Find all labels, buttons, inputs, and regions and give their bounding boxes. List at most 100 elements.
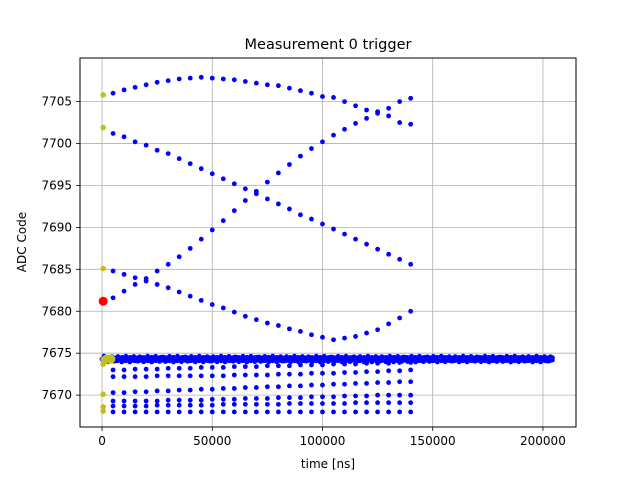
data-point (264, 401, 270, 407)
data-point (253, 80, 259, 86)
data-point (353, 121, 358, 126)
data-point (220, 305, 226, 311)
data-point (132, 389, 138, 395)
data-point (298, 395, 303, 401)
data-point (253, 188, 259, 194)
data-point (143, 82, 149, 88)
data-point (121, 288, 127, 294)
y-axis-label: ADC Code (15, 212, 29, 272)
data-point (231, 208, 237, 214)
data-point (408, 409, 414, 415)
data-point (176, 365, 182, 371)
data-point (154, 388, 160, 394)
data-point (320, 394, 325, 400)
data-point (220, 176, 226, 182)
data-point (364, 400, 369, 406)
data-point (176, 254, 182, 260)
data-point (132, 366, 138, 372)
data-point (176, 289, 182, 295)
data-point (276, 201, 281, 207)
data-point (353, 370, 358, 375)
data-point (375, 327, 380, 333)
data-point (187, 245, 193, 251)
data-point (154, 409, 160, 415)
data-point (231, 401, 237, 407)
data-point (375, 380, 380, 385)
data-point (154, 282, 160, 287)
data-point (364, 380, 369, 386)
data-point (331, 409, 336, 415)
data-point (253, 401, 259, 407)
data-point (342, 381, 347, 387)
data-point (110, 374, 116, 380)
data-point (386, 400, 392, 406)
data-point (309, 216, 314, 222)
data-point (242, 79, 248, 84)
data-point (309, 90, 314, 96)
data-point (309, 146, 314, 151)
data-point (331, 95, 336, 100)
early-point (106, 354, 116, 364)
early-point (100, 404, 106, 410)
data-point (298, 409, 303, 415)
data-point (320, 334, 325, 340)
data-point (209, 402, 215, 408)
data-point (242, 198, 248, 203)
data-point (287, 162, 292, 167)
data-point (331, 337, 336, 343)
data-point (165, 261, 171, 267)
y-tick-label: 7685 (41, 262, 72, 276)
data-point (154, 402, 160, 408)
data-point (298, 328, 303, 334)
data-point (309, 409, 314, 415)
data-point (242, 313, 248, 319)
data-point (298, 383, 303, 389)
data-point (143, 374, 149, 380)
data-point (331, 401, 336, 406)
data-point (198, 297, 204, 303)
highlight-point (98, 296, 108, 306)
y-tick-label: 7700 (41, 137, 72, 151)
data-point (342, 99, 347, 105)
data-point (298, 212, 303, 218)
data-point (342, 126, 347, 132)
data-point (231, 77, 237, 83)
data-point (231, 372, 237, 378)
x-axis-label: time [ns] (301, 457, 355, 471)
data-point (253, 396, 259, 401)
data-point (231, 181, 237, 187)
data-point (298, 401, 303, 406)
data-point (320, 409, 325, 415)
early-point (100, 408, 106, 414)
data-point (209, 409, 215, 415)
data-point (331, 370, 336, 376)
data-point (187, 161, 193, 167)
data-point (165, 388, 171, 394)
data-point (276, 83, 281, 89)
data-point (198, 166, 204, 172)
data-point (209, 396, 215, 402)
data-point (143, 398, 149, 404)
data-point (198, 373, 204, 379)
data-point (121, 398, 127, 404)
data-point (309, 394, 314, 400)
data-point (386, 392, 392, 398)
data-point (176, 373, 182, 379)
data-point (154, 268, 160, 274)
data-point (121, 390, 127, 396)
data-point (121, 367, 127, 373)
data-point (264, 363, 270, 369)
data-point (397, 400, 403, 406)
data-point (209, 365, 215, 370)
data-point (176, 76, 182, 82)
data-point (276, 323, 281, 328)
data-point (287, 371, 292, 377)
data-point (342, 401, 347, 406)
data-point (364, 115, 369, 121)
data-point (110, 367, 116, 373)
data-point (132, 139, 138, 145)
data-point (187, 293, 193, 299)
data-point (154, 147, 160, 153)
